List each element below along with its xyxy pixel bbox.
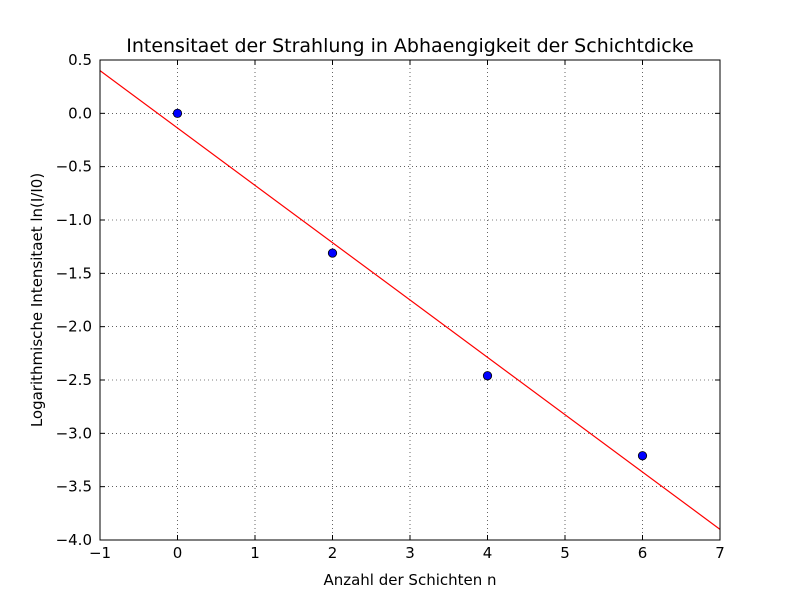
x-tick-label: 5 bbox=[560, 544, 570, 562]
data-point bbox=[482, 371, 493, 381]
x-axis-label: Anzahl der Schichten n bbox=[323, 571, 496, 589]
y-tick-label: −1.0 bbox=[56, 211, 92, 229]
y-axis-label: Logarithmische Intensitaet ln(I/I0) bbox=[28, 173, 46, 427]
y-tick-label: −2.0 bbox=[56, 318, 92, 336]
x-tick-label: −1 bbox=[89, 544, 111, 562]
data-point bbox=[327, 248, 338, 258]
x-tick-label: 3 bbox=[405, 544, 415, 562]
plot-data bbox=[100, 70, 720, 530]
y-tick-label: −0.5 bbox=[56, 158, 92, 176]
fit-line bbox=[100, 70, 720, 530]
y-tick-label: 0.0 bbox=[68, 104, 92, 122]
chart-title: Intensitaet der Strahlung in Abhaengigke… bbox=[126, 35, 694, 57]
x-tick-label: 6 bbox=[638, 544, 648, 562]
x-tick-label: 0 bbox=[173, 544, 183, 562]
x-tick-label: 7 bbox=[715, 544, 725, 562]
y-tick-label: 0.5 bbox=[68, 51, 92, 69]
data-point bbox=[172, 108, 183, 118]
y-tick-label: −4.0 bbox=[56, 531, 92, 549]
y-tick-label: −1.5 bbox=[56, 264, 92, 282]
y-tick-label: −3.0 bbox=[56, 424, 92, 442]
x-tick-label: 2 bbox=[328, 544, 338, 562]
y-tick-label: −3.5 bbox=[56, 478, 92, 496]
ticks: −1 0 1 2 3 4 5 6 7 0.5 0.0 −0.5 −1.0 −1.5 −2.0 −2.5 −3.0… bbox=[56, 51, 725, 562]
x-tick-label: 1 bbox=[250, 544, 260, 562]
x-tick-label: 4 bbox=[483, 544, 493, 562]
grid bbox=[100, 60, 720, 540]
data-point bbox=[637, 451, 648, 461]
y-tick-label: −2.5 bbox=[56, 371, 92, 389]
